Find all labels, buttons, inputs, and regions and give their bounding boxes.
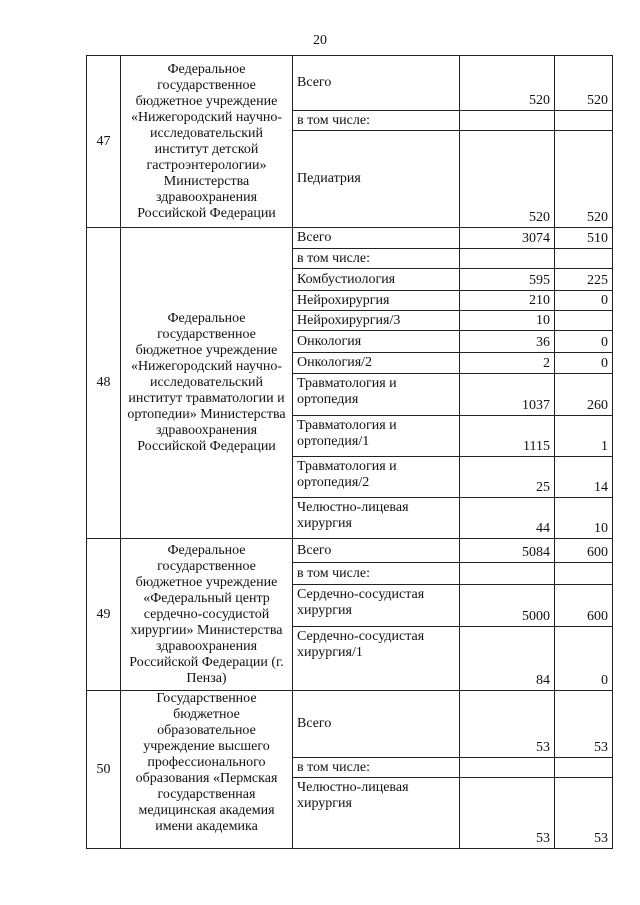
value-col2: 600 — [554, 584, 613, 627]
profile-name: Всего — [292, 690, 460, 758]
table-row: 49 Федеральное государственное бюджетное … — [86, 538, 613, 691]
organization-name: Федеральное государственное бюджетное уч… — [120, 227, 293, 539]
table-row: Педиатрия 520 520 — [87, 130, 613, 228]
profile-name: Онкология/2 — [292, 352, 460, 374]
profile-name: Онкология — [292, 330, 460, 353]
value-col1: 84 — [459, 626, 555, 691]
value-col1: 53 — [459, 777, 555, 849]
profile-name: Нейрохирургия — [292, 290, 460, 311]
table-row: 50 Государственное бюджетное образователь… — [86, 690, 613, 849]
value-col2: 53 — [554, 690, 613, 758]
table-row: в том числе: — [87, 757, 613, 778]
profile-name: в том числе: — [292, 562, 460, 585]
table-row: Онкология 36 0 — [87, 330, 613, 353]
value-col1: 1037 — [459, 373, 555, 416]
value-col2 — [554, 248, 613, 269]
table-row: Нейрохирургия 210 0 — [87, 290, 613, 311]
profile-name: Нейрохирургия/3 — [292, 310, 460, 331]
value-col1 — [459, 248, 555, 269]
profile-name: Челюстно-лицевая хирургия — [292, 777, 460, 849]
profile-name: Травматология и ортопедия — [292, 373, 460, 416]
row-number: 48 — [86, 227, 121, 539]
profile-name: Сердечно-сосудистая хирургия/1 — [292, 626, 460, 691]
table-row: Травматология и ортопедия/1 1115 1 — [87, 415, 613, 457]
value-col2 — [554, 757, 613, 778]
value-col2: 53 — [554, 777, 613, 849]
organization-name: Федеральное государственное бюджетное уч… — [120, 55, 293, 228]
table-row: Челюстно-лицевая хирургия 53 53 — [87, 777, 613, 849]
table-row: Челюстно-лицевая хирургия 44 10 — [87, 497, 613, 539]
profile-name: Челюстно-лицевая хирургия — [292, 497, 460, 539]
row-number: 49 — [86, 538, 121, 691]
value-col1: 53 — [459, 690, 555, 758]
value-col1: 210 — [459, 290, 555, 311]
value-col1 — [459, 757, 555, 778]
profile-name: в том числе: — [292, 248, 460, 269]
table-row: в том числе: — [87, 562, 613, 585]
value-col2: 0 — [554, 352, 613, 374]
value-col2: 260 — [554, 373, 613, 416]
value-col2: 510 — [554, 227, 613, 249]
value-col2: 0 — [554, 626, 613, 691]
profile-name: в том числе: — [292, 757, 460, 778]
value-col1: 1115 — [459, 415, 555, 457]
value-col1 — [459, 110, 555, 131]
value-col2: 0 — [554, 290, 613, 311]
profile-name: Травматология и ортопедия/2 — [292, 456, 460, 498]
value-col2: 520 — [554, 130, 613, 228]
profile-name: Всего — [292, 538, 460, 563]
table-row: Нейрохирургия/3 10 — [87, 310, 613, 331]
value-col1: 520 — [459, 55, 555, 111]
value-col1: 520 — [459, 130, 555, 228]
value-col2: 520 — [554, 55, 613, 111]
value-col2: 1 — [554, 415, 613, 457]
table-row: в том числе: — [87, 110, 613, 131]
profile-name: в том числе: — [292, 110, 460, 131]
value-col2: 14 — [554, 456, 613, 498]
value-col1: 5084 — [459, 538, 555, 563]
value-col2: 600 — [554, 538, 613, 563]
table-row: 47 Федеральное государственное бюджетное … — [86, 55, 613, 228]
value-col1: 10 — [459, 310, 555, 331]
value-col1: 36 — [459, 330, 555, 353]
value-col1: 44 — [459, 497, 555, 539]
table-row: в том числе: — [87, 248, 613, 269]
profile-name: Сердечно-сосудистая хирургия — [292, 584, 460, 627]
row-number: 47 — [86, 55, 121, 228]
value-col1: 2 — [459, 352, 555, 374]
profile-name: Всего — [292, 55, 460, 111]
value-col2 — [554, 310, 613, 331]
table-row: 48 Федеральное государственное бюджетное … — [86, 227, 613, 539]
value-col2: 225 — [554, 268, 613, 291]
value-col2 — [554, 562, 613, 585]
profile-name: Комбустиология — [292, 268, 460, 291]
quota-table: 47 Федеральное государственное бюджетное … — [86, 55, 613, 849]
value-col1: 595 — [459, 268, 555, 291]
profile-name: Травматология и ортопедия/1 — [292, 415, 460, 457]
page-number: 20 — [313, 33, 327, 48]
value-col2 — [554, 110, 613, 131]
organization-name: Федеральное государственное бюджетное уч… — [120, 538, 293, 691]
value-col2: 10 — [554, 497, 613, 539]
value-col1: 3074 — [459, 227, 555, 249]
value-col1 — [459, 562, 555, 585]
profile-name: Всего — [292, 227, 460, 249]
row-number: 50 — [86, 690, 121, 849]
profile-name: Педиатрия — [292, 130, 460, 228]
table-row: Травматология и ортопедия/2 25 14 — [87, 456, 613, 498]
organization-name: Государственное бюджетное образовательно… — [120, 690, 293, 849]
value-col1: 25 — [459, 456, 555, 498]
value-col1: 5000 — [459, 584, 555, 627]
value-col2: 0 — [554, 330, 613, 353]
